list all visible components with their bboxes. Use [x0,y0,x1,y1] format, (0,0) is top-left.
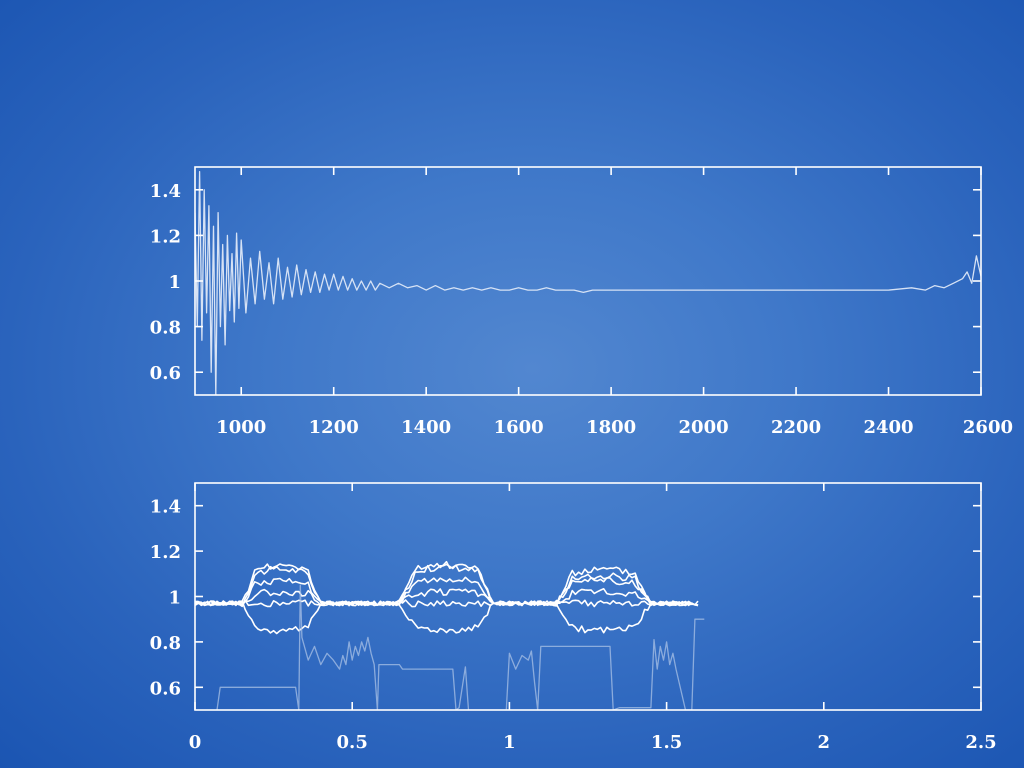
series-line-0 [195,170,981,395]
series-line-4 [195,599,699,608]
y-tick-label: 0.8 [150,633,181,654]
x-tick-label: 1200 [309,417,359,438]
y-tick-label: 1 [168,272,181,293]
y-tick-label: 1 [168,588,181,609]
y-tick-label: 1.4 [150,181,181,202]
x-tick-label: 2200 [771,417,821,438]
x-tick-label: 1.5 [651,732,682,753]
top-chart: 1000 1200 1400 1600 1800 2000 2200 2400 2600 0.6 0… [150,166,1013,438]
y-tick-label: 1.2 [150,542,181,563]
y-tick-label: 0.6 [150,678,181,699]
x-tick-label: 1 [503,732,516,753]
plot-area [195,560,705,710]
y-tick-label: 0.8 [150,318,181,339]
series-line-1 [195,560,699,607]
x-tick-label: 2600 [963,417,1013,438]
x-tick-label: 2400 [863,417,913,438]
plot-area [195,170,981,395]
x-tick-label: 2 [818,732,831,753]
bottom-chart: 0 0.5 1 1.5 2 2.5 0.6 0.8 1 1.2 1.4 [150,482,997,753]
y-tick-label: 0.6 [150,363,181,384]
x-tick-label: 1400 [401,417,451,438]
x-tick-label: 1000 [216,417,266,438]
x-tick-label: 0.5 [337,732,368,753]
y-tick-label: 1.2 [150,226,181,247]
series-line-3 [195,588,699,607]
series-line-6 [216,584,705,710]
y-tick-label: 1.4 [150,497,181,518]
series-line-5 [195,600,699,635]
x-tick-label: 2000 [679,417,729,438]
x-tick-label: 1600 [494,417,544,438]
series-line-2 [195,576,699,607]
x-tick-label: 0 [189,732,202,753]
x-tick-label: 1800 [586,417,636,438]
series-line-0 [195,563,699,607]
x-tick-label: 2.5 [965,732,996,753]
